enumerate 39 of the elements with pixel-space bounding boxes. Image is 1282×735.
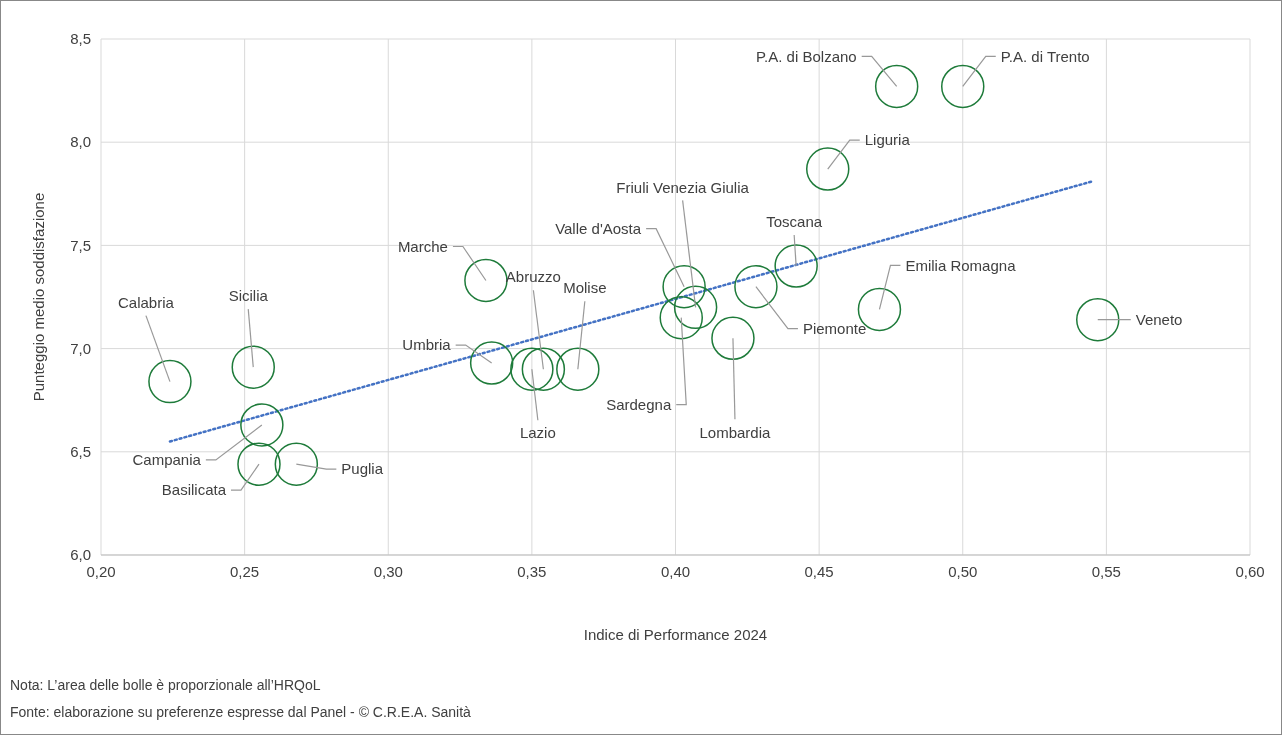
x-tick-label: 0,35 xyxy=(517,563,547,580)
annotation: Marche xyxy=(397,237,448,255)
y-axis-title: Punteggio medio soddisfazione xyxy=(30,192,47,402)
x-tick-label: 0,60 xyxy=(1235,563,1265,580)
y-tick-label: 8,0 xyxy=(70,133,91,151)
annotation: Piemonte xyxy=(802,319,867,337)
y-tick-label: 6,5 xyxy=(70,443,91,461)
annotation: Emilia Romagna xyxy=(905,256,1017,274)
annotation: Basilicata xyxy=(161,481,227,499)
y-tick-label: 7,5 xyxy=(70,236,91,254)
annotation: Puglia xyxy=(341,460,384,478)
annotation: Umbria xyxy=(402,336,452,354)
y-tick-label: 6,0 xyxy=(70,546,91,564)
annotation: Valle d'Aosta xyxy=(555,219,642,237)
text: Nota: L’area delle bolle è proporzionale all’HRQoL xyxy=(10,677,321,693)
x-tick-label: 0,40 xyxy=(660,563,691,580)
annotation: Sicilia xyxy=(228,287,269,305)
annotation: Campania xyxy=(132,451,202,469)
annotation: P.A. di Trento xyxy=(1000,47,1090,65)
y-tick-label: 8,5 xyxy=(70,30,91,48)
annotation: Toscana xyxy=(766,213,823,231)
annotation: Friuli Venezia Giulia xyxy=(616,178,750,196)
annotation: P.A. di Bolzano xyxy=(756,47,857,65)
y-tick-label: 7,0 xyxy=(70,339,91,357)
x-tick-label: 0,55 xyxy=(1091,563,1121,580)
source-note: Fonte: elaborazione su preferenze espresse dal Panel - © C.R.E.A. Sanità xyxy=(10,704,472,720)
x-tick-label: 0,20 xyxy=(86,563,116,580)
annotation: Sardegna xyxy=(606,395,672,413)
annotation: Veneto xyxy=(1135,310,1183,328)
annotation: Lombardia xyxy=(699,423,772,441)
annotation: Lazio xyxy=(519,424,556,442)
annotation: Calabria xyxy=(118,293,175,311)
x-axis-title: Indice di Performance 2024 xyxy=(583,626,768,643)
annotation: Molise xyxy=(563,279,607,297)
x-tick-label: 0,50 xyxy=(948,563,978,580)
annotation: Liguria xyxy=(864,131,911,149)
x-tick-label: 0,45 xyxy=(804,563,834,580)
x-tick-label: 0,30 xyxy=(373,563,403,580)
x-tick-label: 0,25 xyxy=(230,563,260,580)
